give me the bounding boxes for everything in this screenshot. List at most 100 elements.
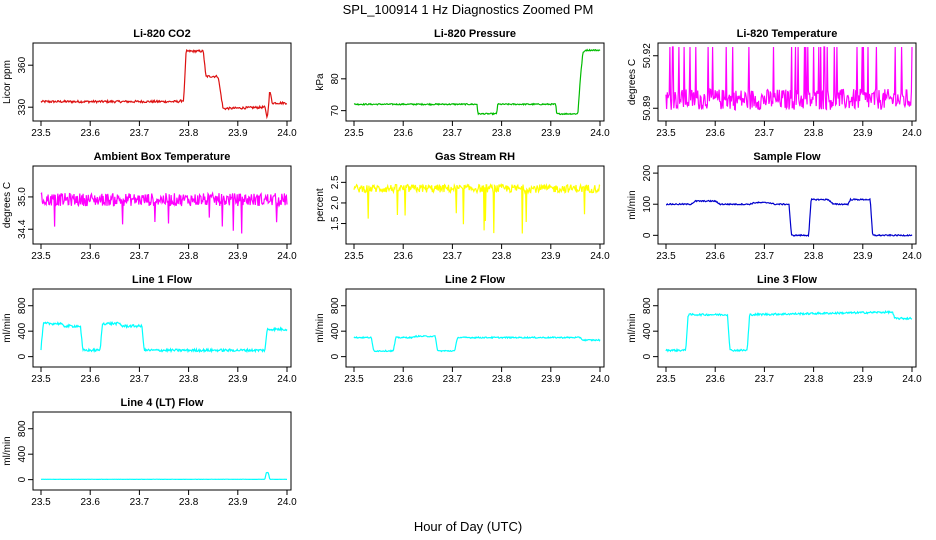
y-tick-label: 2.5 <box>330 175 341 189</box>
chart-panel: Line 2 Flow 23.5 23.6 23.7 23.8 23.9 24.0 0 400 8… <box>315 274 610 385</box>
x-tick-label: 23.7 <box>755 128 775 139</box>
y-tick-label: 80 <box>330 73 341 85</box>
plot-frame <box>345 288 605 368</box>
series-line <box>665 310 913 353</box>
plot-frame <box>32 411 292 491</box>
y-tick-label: 800 <box>330 297 341 314</box>
y-tick-label: 0 <box>642 353 653 359</box>
x-tick-label: 23.6 <box>705 128 725 139</box>
panel-title: Line 2 Flow <box>445 274 505 286</box>
y-tick-label: 800 <box>17 420 28 437</box>
x-tick-label: 23.9 <box>541 251 561 262</box>
x-tick-label: 23.5 <box>344 251 364 262</box>
x-tick-label: 23.6 <box>393 251 413 262</box>
panels: Li-820 CO2 23.5 23.6 23.7 23.8 23.9 24.0 330 360… <box>2 28 922 508</box>
x-tick-label: 23.9 <box>228 374 248 385</box>
x-tick-label: 23.6 <box>393 128 413 139</box>
y-tick-label: 200 <box>642 164 653 181</box>
x-tick-label: 23.8 <box>492 251 512 262</box>
y-tick-label: 400 <box>642 322 653 339</box>
x-tick-label: 23.9 <box>228 251 248 262</box>
x-tick-label: 23.5 <box>656 374 676 385</box>
x-tick-label: 24.0 <box>590 251 610 262</box>
x-tick-label: 23.6 <box>80 251 100 262</box>
x-tick-label: 23.8 <box>179 497 199 508</box>
x-tick-label: 23.8 <box>179 374 199 385</box>
chart-panel: Line 4 (LT) Flow 23.5 23.6 23.7 23.8 23.9 24.0… <box>2 397 297 508</box>
plot-frame <box>657 165 917 245</box>
x-tick-label: 23.8 <box>492 374 512 385</box>
plot-frame <box>32 42 292 122</box>
x-tick-label: 23.9 <box>853 374 873 385</box>
y-tick-label: 400 <box>17 445 28 462</box>
y-axis-label: ml/min <box>627 313 638 342</box>
panel-title: Gas Stream RH <box>435 151 515 163</box>
x-tick-label: 23.7 <box>130 374 150 385</box>
x-tick-label: 23.8 <box>804 251 824 262</box>
series-line <box>40 191 288 234</box>
x-tick-label: 23.5 <box>656 128 676 139</box>
x-tick-label: 24.0 <box>590 374 610 385</box>
y-tick-label: 100 <box>642 195 653 212</box>
y-tick-label: 70 <box>330 105 341 117</box>
x-tick-label: 23.9 <box>853 251 873 262</box>
panel-title: Line 3 Flow <box>757 274 817 286</box>
y-tick-label: 330 <box>17 98 28 115</box>
chart-panel: Li-820 Pressure 23.5 23.6 23.7 23.8 23.9 24.0 7… <box>315 28 610 139</box>
x-tick-label: 24.0 <box>277 128 297 139</box>
chart-panel: Line 3 Flow 23.5 23.6 23.7 23.8 23.9 24.0 0 400 8… <box>627 274 922 385</box>
chart-panel: Line 1 Flow 23.5 23.6 23.7 23.8 23.9 24.0 0 400 8… <box>2 274 297 385</box>
plot-frame <box>32 165 292 245</box>
x-tick-label: 23.5 <box>344 128 364 139</box>
plot-frame <box>345 42 605 122</box>
plot-frame <box>657 288 917 368</box>
panel-title: Line 4 (LT) Flow <box>121 397 204 409</box>
y-axis-label: degrees C <box>627 59 638 105</box>
y-tick-label: 400 <box>17 322 28 339</box>
y-axis-label: percent <box>315 188 326 222</box>
y-tick-label: 34.4 <box>17 219 28 239</box>
x-tick-label: 24.0 <box>902 251 922 262</box>
x-tick-label: 23.7 <box>130 497 150 508</box>
x-tick-label: 23.8 <box>179 251 199 262</box>
x-tick-label: 23.6 <box>80 374 100 385</box>
x-tick-label: 23.5 <box>31 497 51 508</box>
panel-title: Sample Flow <box>753 151 821 163</box>
y-tick-label: 0 <box>17 476 28 482</box>
x-tick-label: 24.0 <box>277 251 297 262</box>
x-tick-label: 23.8 <box>804 374 824 385</box>
chart-panel: Gas Stream RH 23.5 23.6 23.7 23.8 23.9 24.0 1.5… <box>315 151 610 262</box>
x-tick-label: 23.8 <box>492 128 512 139</box>
x-tick-label: 23.6 <box>393 374 413 385</box>
plot-frame <box>32 288 292 368</box>
y-axis-label: ml/min <box>2 436 13 465</box>
x-tick-label: 23.5 <box>656 251 676 262</box>
y-tick-label: 360 <box>17 56 28 73</box>
panel-title: Li-820 Pressure <box>434 28 516 40</box>
y-tick-label: 800 <box>642 297 653 314</box>
figure-xlabel: Hour of Day (UTC) <box>414 519 522 534</box>
series-line <box>40 471 287 481</box>
x-tick-label: 24.0 <box>902 374 922 385</box>
x-tick-label: 23.5 <box>31 251 51 262</box>
series-line <box>40 49 288 120</box>
y-tick-label: 35.0 <box>17 187 28 207</box>
x-tick-label: 24.0 <box>590 128 610 139</box>
x-tick-label: 23.9 <box>228 128 248 139</box>
x-tick-label: 23.9 <box>228 497 248 508</box>
y-tick-label: 50.92 <box>642 43 653 68</box>
y-axis-label: degrees C <box>2 182 13 228</box>
x-tick-label: 23.6 <box>705 251 725 262</box>
x-tick-label: 23.6 <box>80 497 100 508</box>
y-tick-label: 1.5 <box>330 216 341 230</box>
y-tick-label: 2.0 <box>330 196 341 210</box>
chart-panel: Li-820 Temperature 23.5 23.6 23.7 23.8 23.9 24… <box>627 28 922 139</box>
chart-panel: Li-820 CO2 23.5 23.6 23.7 23.8 23.9 24.0 330 360… <box>2 28 297 139</box>
y-tick-label: 0 <box>17 353 28 359</box>
x-tick-label: 23.5 <box>31 374 51 385</box>
chart-panel: Ambient Box Temperature 23.5 23.6 23.7 23.8 2… <box>2 151 297 262</box>
x-tick-label: 23.7 <box>755 374 775 385</box>
series-line <box>353 182 601 234</box>
x-tick-label: 23.6 <box>705 374 725 385</box>
